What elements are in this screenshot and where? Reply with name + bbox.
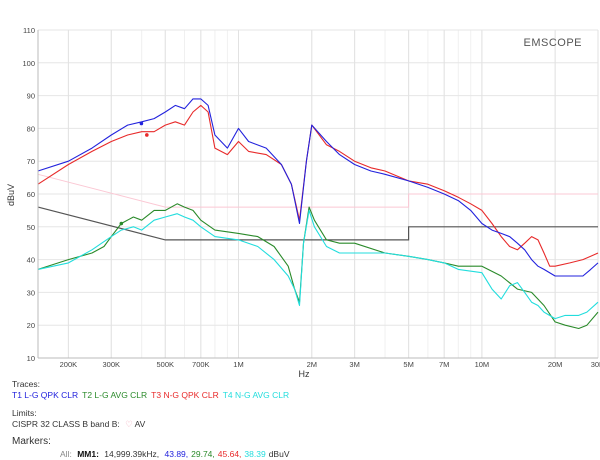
marker-point — [139, 121, 144, 126]
heart-icon: ♡ — [125, 419, 133, 429]
marker-point — [119, 221, 124, 226]
marker-unit: dBuV — [268, 449, 290, 459]
limit-line-1 — [37, 206, 598, 241]
x-tick-label: 30M — [591, 360, 600, 369]
markers-prefix: All: — [60, 449, 72, 459]
x-tick-label: 200K — [60, 360, 78, 369]
marker-value: 38.39 — [244, 449, 266, 459]
y-tick-label: 30 — [27, 288, 35, 297]
x-tick-label: 10M — [475, 360, 490, 369]
x-tick-label: 5M — [403, 360, 413, 369]
x-tick-label: 300K — [102, 360, 120, 369]
x-axis-label: Hz — [299, 369, 310, 379]
y-axis-label: dBuV — [6, 184, 16, 206]
marker-value: 29.74, — [191, 449, 215, 459]
trace-legend-item[interactable]: T3 N-G QPK CLR — [151, 390, 219, 400]
axes: 10 20 30 40 50 60 70 80 90 100 110 200K 300K 500K 700K… — [22, 26, 600, 369]
y-tick-label: 20 — [27, 321, 35, 330]
marker-point — [145, 133, 149, 137]
x-tick-label: 500K — [156, 360, 174, 369]
limit-lines — [37, 173, 598, 241]
marker-frequency: 14,999.39kHz, — [104, 449, 160, 459]
brand-logo: EMSCOPE — [523, 37, 582, 49]
markers-readout: All: MM1: 14,999.39kHz, 43.89, 29.74, 45.6… — [60, 449, 293, 459]
y-tick-label: 40 — [27, 256, 35, 265]
marker-name[interactable]: MM1: — [77, 449, 99, 459]
trace-legend-item[interactable]: T1 L-G QPK CLR — [12, 390, 79, 400]
marker-value: 43.89, — [164, 449, 189, 459]
trace-legend-item[interactable]: T4 N-G AVG CLR — [222, 390, 290, 400]
trace-line-3 — [37, 104, 599, 267]
y-tick-label: 60 — [27, 190, 35, 199]
marker-points — [119, 121, 149, 226]
y-tick-label: 70 — [27, 157, 35, 166]
y-tick-label: 10 — [27, 354, 35, 363]
y-tick-label: 110 — [23, 26, 35, 35]
trace-line-4 — [37, 209, 599, 320]
traces-title: Traces: — [12, 379, 41, 389]
trace-legend-item[interactable]: T2 L-G AVG CLR — [82, 390, 148, 400]
limit-line-0 — [37, 173, 598, 208]
y-tick-label: 100 — [22, 59, 35, 68]
x-tick-label: 20M — [548, 360, 563, 369]
trace-lines — [37, 98, 599, 330]
limits-title: Limits: — [12, 408, 37, 418]
y-tick-label: 90 — [27, 92, 35, 101]
x-tick-label: 3M — [349, 360, 359, 369]
markers-title: Markers: — [12, 436, 51, 447]
limit-suffix: AV — [134, 419, 146, 429]
emi-chart[interactable]: 10 20 30 40 50 60 70 80 90 100 110 200K 300K 500K 700K… — [0, 0, 600, 380]
x-tick-label: 7M — [439, 360, 449, 369]
y-tick-label: 80 — [27, 124, 35, 133]
traces-legend: T1 L-G QPK CLR T2 L-G AVG CLR T3 N-G QPK C… — [12, 390, 293, 400]
marker-value: 45.64, — [217, 449, 242, 459]
x-tick-label: 700K — [192, 360, 210, 369]
limit-name: CISPR 32 CLASS B band B: — [12, 419, 120, 429]
trace-line-1 — [37, 98, 599, 277]
x-tick-label: 2M — [307, 360, 317, 369]
x-tick-label: 1M — [233, 360, 243, 369]
y-tick-label: 50 — [27, 223, 35, 232]
limits-legend: CISPR 32 CLASS B band B: ♡ AV — [12, 419, 145, 430]
